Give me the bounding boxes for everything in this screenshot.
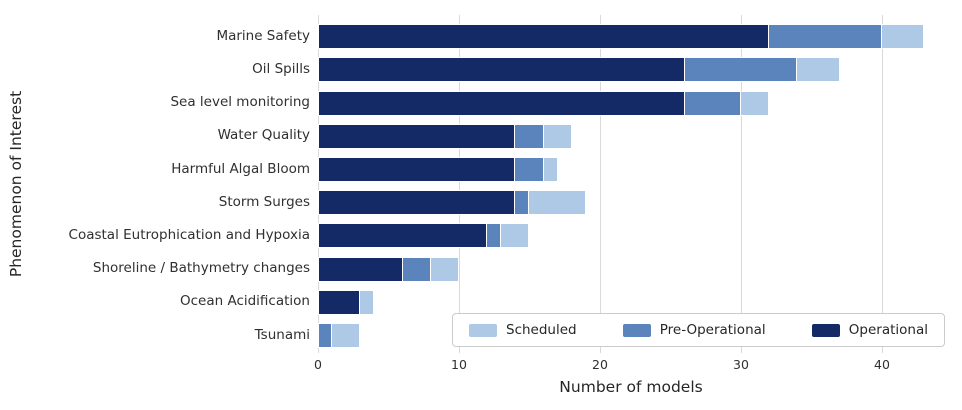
legend-label: Operational (848, 322, 928, 338)
bar-ocean-acidification (318, 289, 375, 315)
bar-harmful-algal-bloom (318, 156, 558, 182)
bar-marine-safety (318, 24, 925, 50)
gridline-x-0 (318, 15, 319, 353)
bar-storm-surges (318, 190, 586, 216)
segment-scheduled (529, 190, 586, 216)
segment-pre-operational (684, 57, 798, 83)
segment-scheduled (543, 156, 558, 182)
x-tick-label: 30 (733, 357, 749, 372)
bar-water-quality (318, 123, 572, 149)
y-axis-label: Phenomenon of Interest (7, 90, 25, 278)
x-tick-label: 20 (592, 357, 608, 372)
segment-pre-operational (402, 256, 431, 282)
category-label: Water Quality (217, 127, 310, 144)
segment-scheduled (501, 223, 530, 249)
category-label: Oil Spills (252, 61, 310, 78)
segment-scheduled (881, 24, 925, 50)
bar-sea-level-monitoring (318, 90, 770, 116)
legend-label: Scheduled (506, 322, 577, 338)
segment-pre-operational (515, 123, 544, 149)
segment-operational (318, 90, 685, 116)
x-tick-label: 10 (451, 357, 467, 372)
category-label: Harmful Algal Bloom (171, 160, 310, 177)
bar-shoreline-bathymetry-changes (318, 256, 459, 282)
legend: Scheduled Pre-Operational Operational (452, 313, 945, 347)
segment-scheduled (430, 256, 459, 282)
category-label: Storm Surges (218, 193, 310, 210)
segment-scheduled (543, 123, 572, 149)
category-label: Ocean Acidification (179, 293, 310, 310)
legend-label: Pre-Operational (659, 322, 766, 338)
segment-operational (318, 223, 488, 249)
segment-pre-operational (318, 322, 333, 348)
x-axis-label: Number of models (559, 378, 703, 396)
segment-operational (318, 289, 361, 315)
bar-oil-spills (318, 57, 840, 83)
category-label: Marine Safety (216, 27, 310, 44)
category-label: Tsunami (254, 326, 310, 343)
segment-scheduled (797, 57, 840, 83)
segment-pre-operational (769, 24, 882, 50)
segment-scheduled (360, 289, 375, 315)
segment-scheduled (740, 90, 770, 116)
segment-pre-operational (515, 190, 530, 216)
bar-coastal-eutrophication-and-hypoxia (318, 223, 530, 249)
segment-pre-operational (515, 156, 544, 182)
segment-scheduled (332, 322, 361, 348)
legend-entry-scheduled: Scheduled (469, 322, 577, 338)
x-tick-label: 0 (314, 357, 322, 372)
segment-operational (318, 123, 516, 149)
category-label: Shoreline / Bathymetry changes (92, 260, 310, 277)
legend-entry-operational: Operational (811, 322, 928, 338)
segment-operational (318, 156, 516, 182)
gridline-x-40 (882, 15, 883, 353)
bar-tsunami (318, 322, 361, 348)
gridline-x-20 (600, 15, 601, 353)
category-label: Sea level monitoring (170, 94, 310, 111)
legend-swatch-icon (811, 323, 840, 337)
legend-swatch-icon (469, 323, 497, 337)
segment-operational (318, 190, 516, 216)
x-tick-label: 40 (874, 357, 890, 372)
legend-swatch-icon (622, 323, 651, 337)
category-label: Coastal Eutrophication and Hypoxia (68, 227, 310, 244)
segment-pre-operational (487, 223, 502, 249)
segment-operational (318, 256, 403, 282)
gridline-x-30 (741, 15, 742, 353)
legend-entry-pre-operational: Pre-Operational (622, 322, 766, 338)
segment-pre-operational (684, 90, 741, 116)
gridline-x-10 (459, 15, 460, 353)
segment-operational (318, 57, 685, 83)
segment-operational (318, 24, 770, 50)
